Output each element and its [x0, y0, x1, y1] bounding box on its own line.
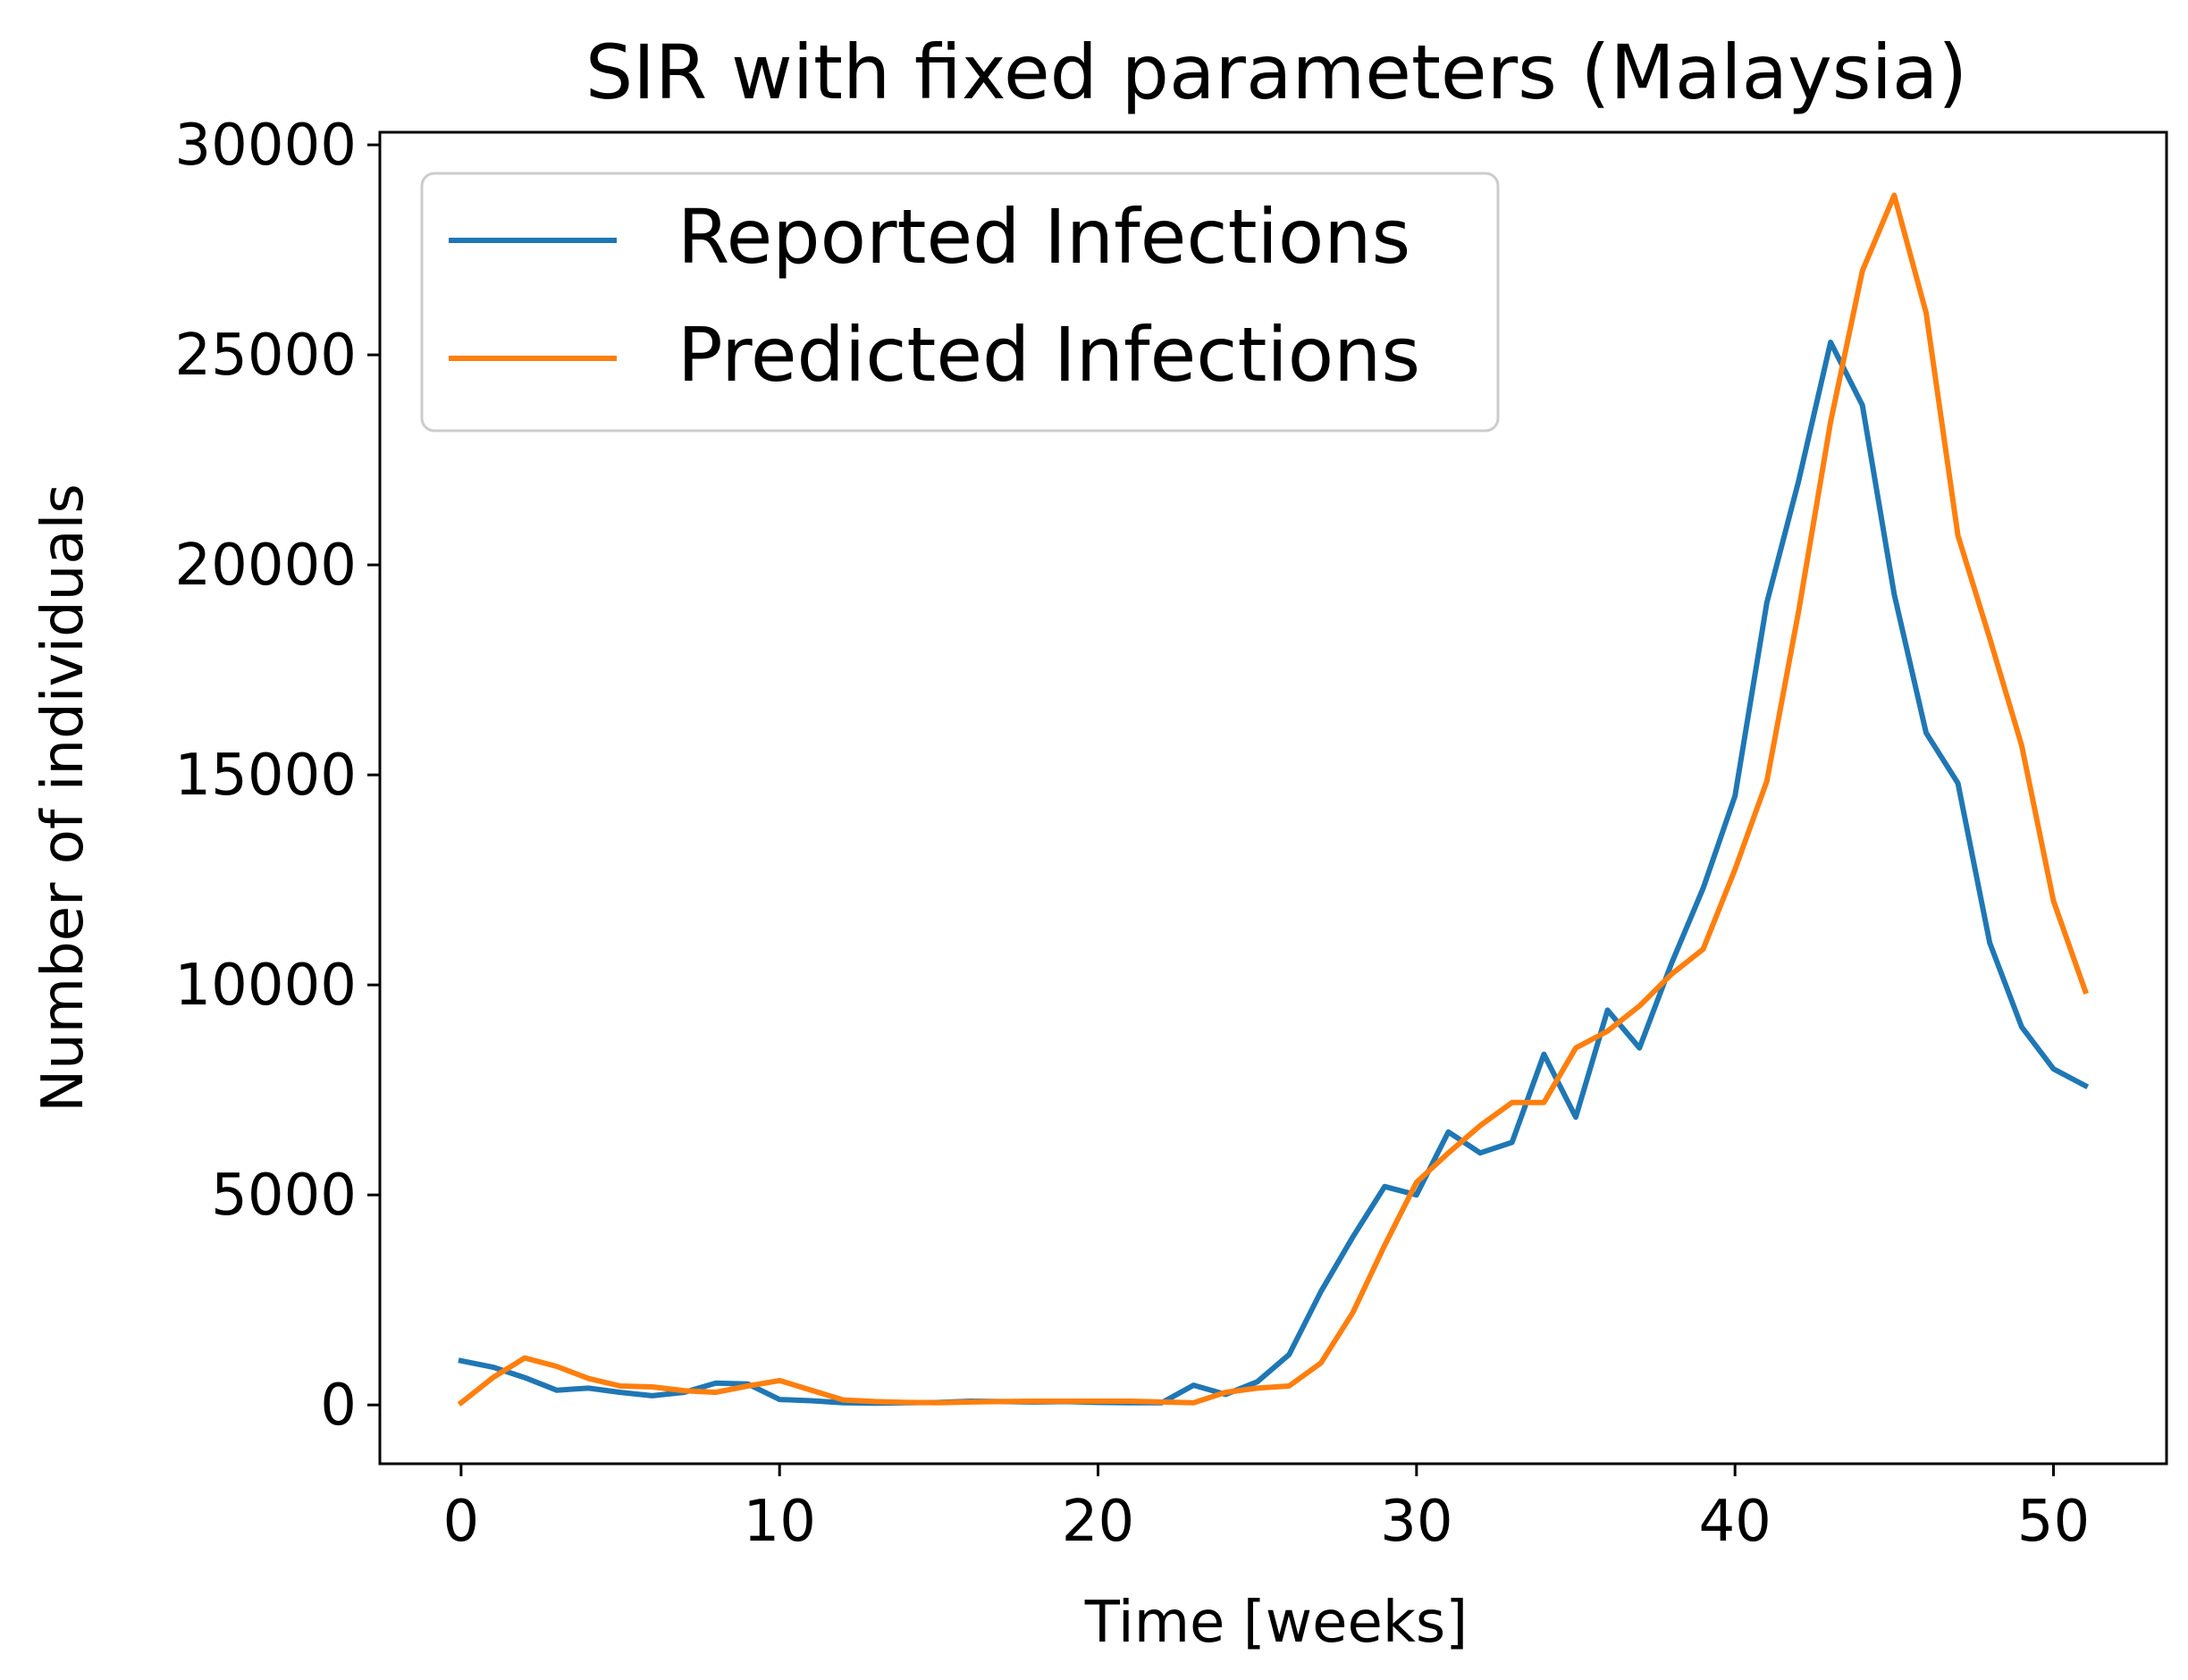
series-layer	[457, 192, 2090, 1407]
x-tick-label: 30	[1380, 1489, 1452, 1555]
y-tick-label: 25000	[174, 323, 357, 389]
x-axis-ticks: 0 10 20 30 40 50	[443, 1464, 2090, 1555]
y-axis-ticks: 0 5000 10000 15000 20000 25000 30000	[174, 113, 380, 1439]
legend-label-predicted: Predicted Infections	[677, 311, 1420, 399]
axes-frame	[378, 130, 2168, 1466]
chart-title: SIR with fixed parameters (Malaysia)	[585, 29, 1967, 116]
plot-area	[378, 130, 2168, 1466]
y-tick-label: 10000	[174, 953, 357, 1019]
series-line-reported	[458, 340, 2090, 1407]
y-axis-label: Number of individuals	[30, 483, 97, 1112]
series-line-predicted	[457, 192, 2089, 1407]
y-tick-label: 30000	[174, 113, 357, 179]
x-tick-label: 0	[443, 1489, 480, 1555]
y-tick-label: 15000	[174, 743, 357, 809]
x-axis-label: Time [weeks]	[1084, 1590, 1468, 1656]
x-tick-label: 40	[1698, 1489, 1771, 1555]
legend-box	[420, 172, 1500, 433]
x-tick-label: 50	[2017, 1489, 2090, 1555]
x-tick-label: 10	[743, 1489, 815, 1555]
y-tick-label: 5000	[211, 1163, 357, 1229]
legend: Reported Infections Predicted Infections	[420, 172, 1500, 433]
x-tick-label: 20	[1062, 1489, 1134, 1555]
legend-label-reported: Reported Infections	[677, 193, 1410, 281]
y-tick-label: 0	[320, 1373, 357, 1439]
y-tick-label: 20000	[174, 533, 357, 599]
